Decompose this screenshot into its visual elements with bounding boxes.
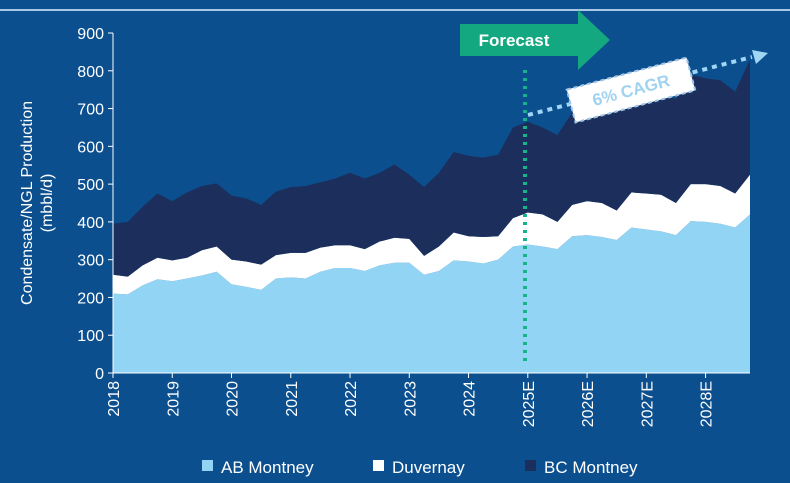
x-tick-label: 2028E [699,381,716,427]
y-tick-label: 900 [77,26,104,43]
y-tick-label: 800 [77,64,104,81]
legend-label: BC Montney [544,458,638,477]
x-tick-label: 2023 [402,381,419,417]
y-tick-label: 400 [77,215,104,232]
y-tick-label: 300 [77,253,104,270]
x-tick-label: 2022 [343,381,360,417]
y-tick-label: 600 [77,139,104,156]
legend-swatch [202,460,213,471]
x-tick-label: 2025E [521,381,538,427]
x-tick-label: 2020 [225,381,242,417]
cagr-arrowhead [752,50,768,64]
x-tick-label: 2019 [165,381,182,417]
x-tick-label: 2024 [462,381,479,417]
y-tick-label: 500 [77,177,104,194]
y-tick-label: 200 [77,290,104,307]
y-tick-label: 0 [95,366,104,383]
y-tick-label: 100 [77,328,104,345]
x-tick-label: 2018 [106,381,123,417]
y-axis-label: Condensate/NGL Production [19,101,36,305]
legend-swatch [525,460,536,471]
y-axis-label-unit: (mbbl/d) [39,174,56,233]
x-tick-label: 2026E [580,381,597,427]
forecast-arrow [460,10,610,70]
legend-label: AB Montney [221,458,314,477]
x-tick-label: 2027E [639,381,656,427]
x-tick-label: 2021 [284,381,301,417]
forecast-label: Forecast [479,31,550,50]
area [113,174,750,295]
legend-swatch [373,460,384,471]
legend-label: Duvernay [392,458,465,477]
y-tick-label: 700 [77,102,104,119]
cagr-box [565,56,697,124]
area [113,214,750,373]
cagr-arrow [527,55,753,117]
